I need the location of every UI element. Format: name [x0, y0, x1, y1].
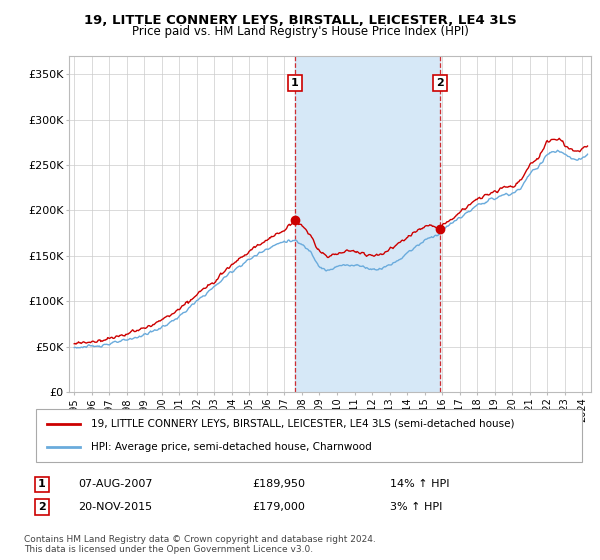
Text: 14% ↑ HPI: 14% ↑ HPI — [390, 479, 449, 489]
Text: 1: 1 — [291, 78, 299, 88]
FancyBboxPatch shape — [36, 409, 582, 462]
Text: 1: 1 — [38, 479, 46, 489]
Text: 3% ↑ HPI: 3% ↑ HPI — [390, 502, 442, 512]
Text: 2: 2 — [436, 78, 444, 88]
Text: 20-NOV-2015: 20-NOV-2015 — [78, 502, 152, 512]
Text: £189,950: £189,950 — [252, 479, 305, 489]
Text: HPI: Average price, semi-detached house, Charnwood: HPI: Average price, semi-detached house,… — [91, 442, 371, 452]
Text: Price paid vs. HM Land Registry's House Price Index (HPI): Price paid vs. HM Land Registry's House … — [131, 25, 469, 38]
Text: 19, LITTLE CONNERY LEYS, BIRSTALL, LEICESTER, LE4 3LS: 19, LITTLE CONNERY LEYS, BIRSTALL, LEICE… — [83, 14, 517, 27]
Text: Contains HM Land Registry data © Crown copyright and database right 2024.
This d: Contains HM Land Registry data © Crown c… — [24, 535, 376, 554]
Text: £179,000: £179,000 — [252, 502, 305, 512]
Text: 07-AUG-2007: 07-AUG-2007 — [78, 479, 152, 489]
Bar — [295, 56, 440, 392]
Text: 19, LITTLE CONNERY LEYS, BIRSTALL, LEICESTER, LE4 3LS (semi-detached house): 19, LITTLE CONNERY LEYS, BIRSTALL, LEICE… — [91, 419, 514, 429]
Text: 2: 2 — [38, 502, 46, 512]
